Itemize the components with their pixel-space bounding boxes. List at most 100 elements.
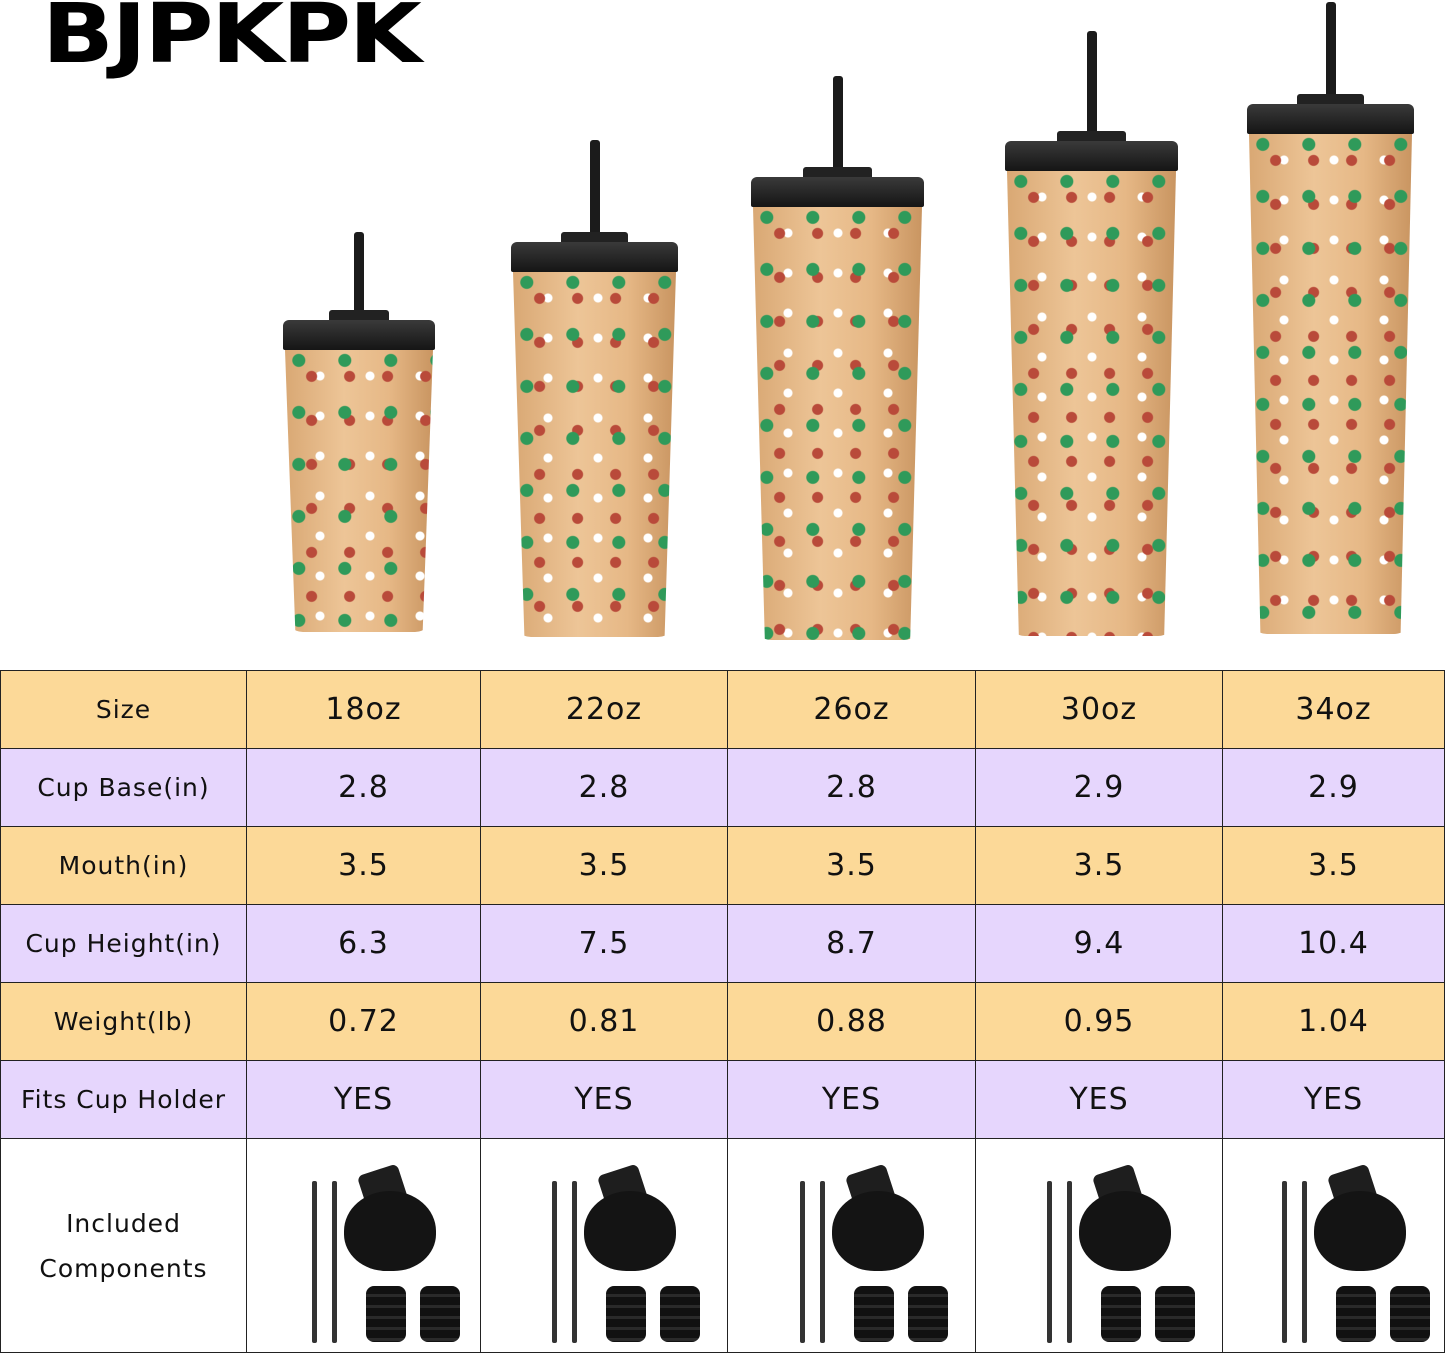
lid-icon — [343, 1190, 436, 1271]
row-label: Mouth(in) — [0, 826, 247, 905]
table-cell: 0.88 — [727, 982, 976, 1061]
straw-icon — [572, 1180, 577, 1343]
straw-icon — [1067, 1180, 1072, 1343]
lid-icon — [751, 177, 924, 207]
tumbler-body — [1249, 134, 1412, 634]
plug-icon — [853, 1285, 894, 1342]
table-cell: 18oz — [246, 670, 481, 749]
table-cell: 6.3 — [246, 904, 481, 983]
lid-icon — [1313, 1190, 1406, 1271]
table-cell: YES — [727, 1060, 976, 1139]
table-row: Cup Base(in) 2.8 2.8 2.8 2.9 2.9 — [0, 748, 1445, 827]
table-cell: 8.7 — [727, 904, 976, 983]
tumbler-18oz — [283, 232, 435, 632]
plug-icon — [1155, 1285, 1195, 1342]
table-cell: 3.5 — [480, 826, 728, 905]
tumbler-30oz — [1005, 31, 1178, 636]
row-label: Cup Height(in) — [0, 904, 247, 983]
plug-icon — [365, 1285, 406, 1342]
components-image — [524, 1151, 700, 1343]
table-cell: 0.95 — [975, 982, 1223, 1061]
table-cell: 3.5 — [727, 826, 976, 905]
straw-icon — [1301, 1180, 1307, 1343]
straw-icon — [1086, 31, 1097, 151]
plug-icon — [1101, 1285, 1141, 1342]
components-cell — [727, 1138, 976, 1353]
straw-icon — [819, 1180, 825, 1343]
table-row: Cup Height(in) 6.3 7.5 8.7 9.4 10.4 — [0, 904, 1445, 983]
table-cell: 2.8 — [727, 748, 976, 827]
components-cell — [975, 1138, 1223, 1353]
row-label: Size — [0, 670, 247, 749]
lid-icon — [1079, 1190, 1171, 1271]
lid-icon — [511, 242, 678, 272]
tumbler-34oz — [1247, 2, 1414, 634]
components-cell — [1222, 1138, 1445, 1353]
lid-icon — [831, 1190, 924, 1271]
plug-icon — [1389, 1285, 1430, 1342]
table-cell: 2.8 — [246, 748, 481, 827]
table-row: Mouth(in) 3.5 3.5 3.5 3.5 3.5 — [0, 826, 1445, 905]
table-cell: 2.8 — [480, 748, 728, 827]
tumbler-22oz — [511, 140, 678, 637]
table-cell: 34oz — [1222, 670, 1445, 749]
tumbler-body — [1007, 171, 1176, 636]
lid-icon — [584, 1190, 676, 1271]
plug-icon — [419, 1285, 460, 1342]
table-row-components: Included Components — [0, 1138, 1445, 1353]
straw-icon — [832, 76, 843, 187]
straw-icon — [1047, 1180, 1052, 1343]
table-row: Weight(lb) 0.72 0.81 0.88 0.95 1.04 — [0, 982, 1445, 1061]
table-cell: YES — [480, 1060, 728, 1139]
components-image — [284, 1151, 460, 1343]
label-line: Included — [66, 1208, 181, 1238]
table-cell: 1.04 — [1222, 982, 1445, 1061]
table-cell: 3.5 — [1222, 826, 1445, 905]
table-cell: 0.72 — [246, 982, 481, 1061]
plug-icon — [1335, 1285, 1376, 1342]
table-cell: 2.9 — [975, 748, 1223, 827]
table-cell: YES — [246, 1060, 481, 1139]
plug-icon — [907, 1285, 948, 1342]
table-cell: 3.5 — [975, 826, 1223, 905]
table-cell: 7.5 — [480, 904, 728, 983]
straw-icon — [1281, 1180, 1287, 1343]
table-cell: YES — [1222, 1060, 1445, 1139]
straw-icon — [552, 1180, 557, 1343]
row-label: Weight(lb) — [0, 982, 247, 1061]
table-row: Fits Cup Holder YES YES YES YES YES — [0, 1060, 1445, 1139]
lid-icon — [283, 320, 435, 350]
table-cell: 9.4 — [975, 904, 1223, 983]
row-label: Cup Base(in) — [0, 748, 247, 827]
lid-icon — [1247, 104, 1414, 134]
brand-logo: BJPKPK — [42, 0, 422, 82]
components-image — [1254, 1151, 1430, 1343]
size-comparison-table: Size 18oz 22oz 26oz 30oz 34oz Cup Base(in) 2.8 2… — [0, 670, 1445, 1353]
straw-icon — [354, 232, 364, 330]
table-cell: 0.81 — [480, 982, 728, 1061]
straw-icon — [1325, 2, 1336, 114]
table-cell: 3.5 — [246, 826, 481, 905]
components-cell — [480, 1138, 728, 1353]
components-image — [1019, 1151, 1195, 1343]
table-cell: 10.4 — [1222, 904, 1445, 983]
table-cell: 26oz — [727, 670, 976, 749]
label-line: Components — [39, 1253, 208, 1283]
tumbler-body — [285, 350, 433, 632]
lid-icon — [1005, 141, 1178, 171]
table-cell: YES — [975, 1060, 1223, 1139]
row-label: Fits Cup Holder — [0, 1060, 247, 1139]
components-cell — [246, 1138, 481, 1353]
table-cell: 30oz — [975, 670, 1223, 749]
tumbler-body — [753, 207, 922, 640]
plug-icon — [606, 1285, 646, 1342]
plug-icon — [660, 1285, 700, 1342]
straw-icon — [799, 1180, 805, 1343]
tumbler-body — [513, 272, 676, 637]
row-label: Included Components — [0, 1138, 247, 1353]
straw-icon — [311, 1180, 317, 1343]
table-cell: 22oz — [480, 670, 728, 749]
table-row: Size 18oz 22oz 26oz 30oz 34oz — [0, 670, 1445, 749]
straw-icon — [331, 1180, 337, 1343]
components-image — [772, 1151, 948, 1343]
